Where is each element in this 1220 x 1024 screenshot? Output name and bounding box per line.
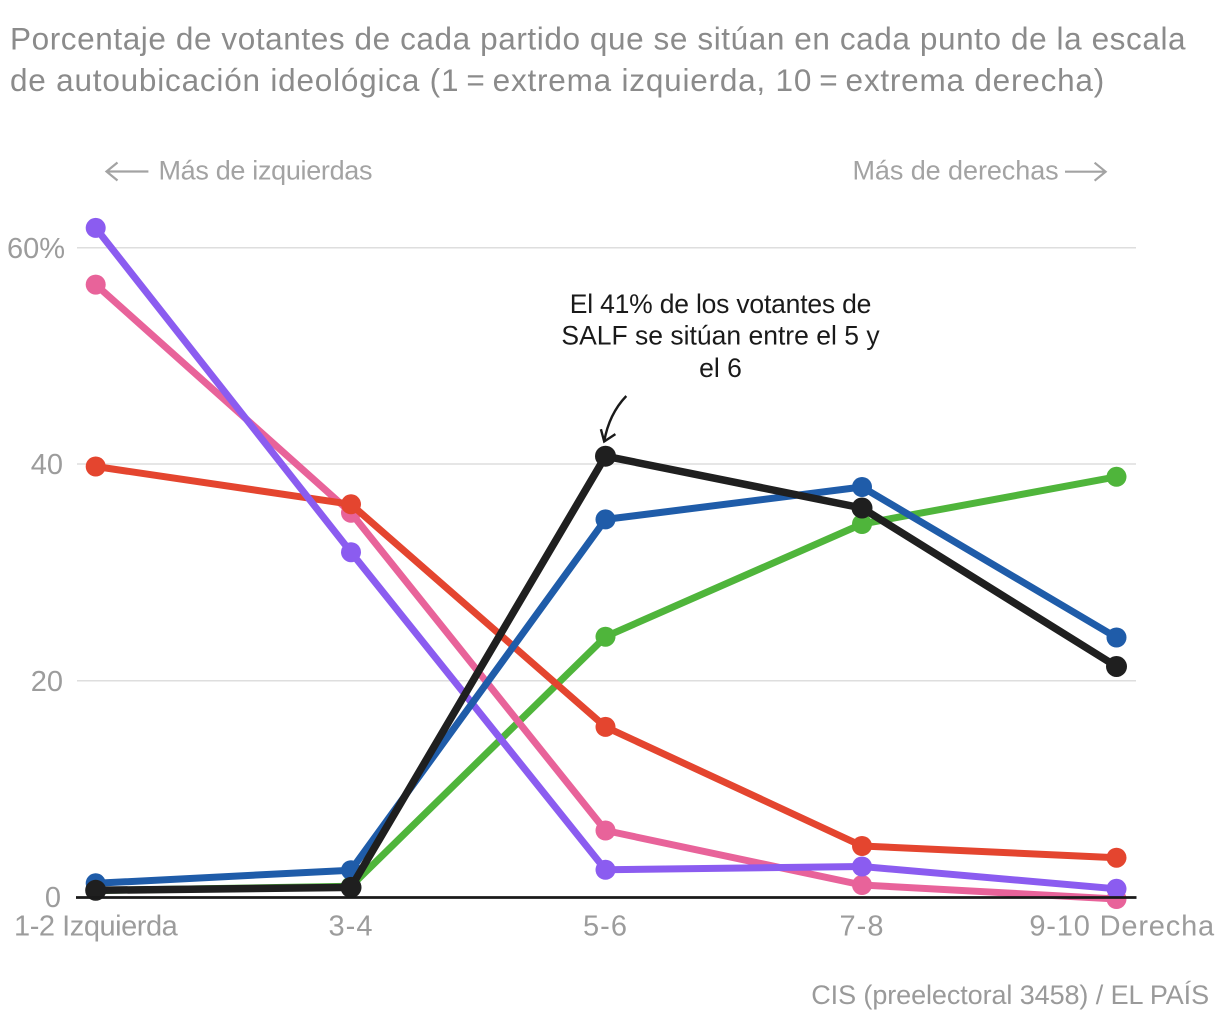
svg-text:0: 0: [45, 882, 61, 914]
svg-text:Porcentaje de votantes de cada: Porcentaje de votantes de cada partido q…: [10, 21, 1186, 57]
svg-text:de autoubicación ideológica (1: de autoubicación ideológica (1 = extrema…: [10, 62, 1105, 98]
svg-text:SALF se sitúan entre el 5 y: SALF se sitúan entre el 5 y: [561, 321, 880, 351]
svg-text:7-8: 7-8: [840, 911, 885, 943]
svg-text:el 6: el 6: [699, 353, 742, 383]
svg-text:Más de derechas: Más de derechas: [853, 156, 1059, 186]
svg-text:20: 20: [31, 666, 63, 698]
svg-text:Más de izquierdas: Más de izquierdas: [159, 156, 373, 186]
svg-text:1-2 Izquierda: 1-2 Izquierda: [14, 911, 179, 943]
svg-text:9-10 Derecha: 9-10 Derecha: [1029, 911, 1215, 943]
svg-text:5-6: 5-6: [583, 911, 628, 943]
svg-text:40: 40: [31, 449, 63, 481]
svg-text:3-4: 3-4: [329, 911, 374, 943]
svg-text:60%: 60%: [7, 233, 65, 265]
svg-text:CIS (preelectoral 3458) / EL P: CIS (preelectoral 3458) / EL PAÍS: [811, 980, 1209, 1010]
svg-text:El 41% de los votantes de: El 41% de los votantes de: [570, 289, 871, 319]
